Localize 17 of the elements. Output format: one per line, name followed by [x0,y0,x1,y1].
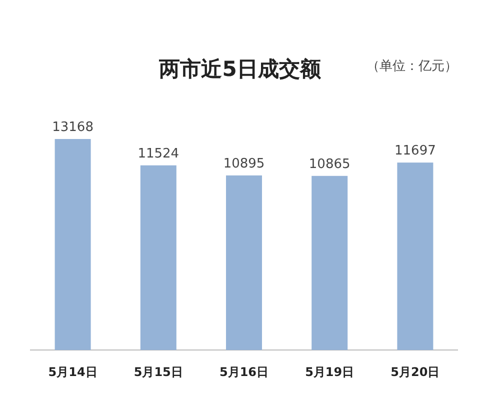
bar [140,165,176,350]
data-label: 11524 [138,146,180,162]
data-label: 11697 [394,144,436,159]
x-tick-label: 5月14日 [48,365,98,379]
bar [312,176,348,350]
text: （单位：亿元） [366,59,458,74]
x-tick-label: 5月20日 [390,365,440,379]
bar [54,139,91,350]
chart-title: 两市近5日成交额 [158,57,322,81]
data-label: 10895 [223,156,265,172]
bar [226,175,262,350]
bar [397,162,434,350]
x-tick-label: 5月19日 [305,365,354,379]
data-label: 10865 [308,156,350,172]
x-tick-label: 5月16日 [219,365,269,379]
x-tick-label: 5月15日 [134,365,183,379]
data-label: 13168 [52,120,94,135]
